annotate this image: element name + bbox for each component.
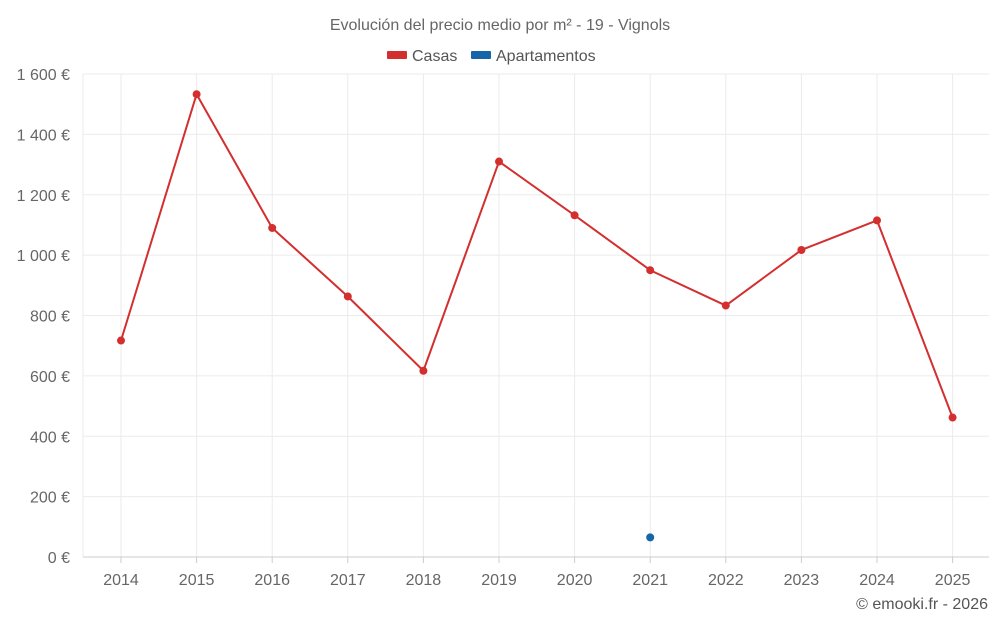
x-tick-label: 2019 xyxy=(481,572,517,589)
data-point-casas xyxy=(646,266,655,275)
legend-swatch-casas xyxy=(387,51,407,59)
legend-swatch-apartamentos xyxy=(471,51,491,59)
data-point-casas xyxy=(873,216,881,225)
legend: Casas Apartamentos xyxy=(387,48,596,65)
credit-watermark: © emooki.fr - 2026 xyxy=(856,596,988,613)
data-point-casas xyxy=(268,223,277,232)
y-tick-label: 1 400 € xyxy=(17,127,70,144)
x-tick-label: 2024 xyxy=(859,572,895,589)
y-tick-label: 1 200 € xyxy=(17,188,70,205)
legend-label-apartamentos: Apartamentos xyxy=(496,48,596,65)
x-tick-label: 2017 xyxy=(330,572,366,589)
x-tick-label: 2018 xyxy=(406,572,442,589)
y-tick-label: 400 € xyxy=(30,429,70,446)
legend-item-casas[interactable]: Casas xyxy=(387,48,457,65)
legend-label-casas: Casas xyxy=(412,48,457,65)
data-point-casas xyxy=(343,292,352,301)
data-point-casas xyxy=(117,336,125,345)
x-tick-label: 2021 xyxy=(632,572,668,589)
axes: 0 € 200 € 400 € 600 € 800 € 1 000 € 1 200 € 1 4… xyxy=(17,67,989,589)
x-tick-label: 2014 xyxy=(103,572,139,589)
legend-item-apartamentos[interactable]: Apartamentos xyxy=(471,48,596,65)
data-point-casas xyxy=(948,413,957,422)
chart-title: Evolución del precio medio por m² - 19 -… xyxy=(330,17,670,34)
y-tick-label: 200 € xyxy=(30,490,70,507)
x-tick-label: 2025 xyxy=(935,572,971,589)
y-tick-label: 1 000 € xyxy=(17,248,70,265)
grid xyxy=(82,73,989,557)
data-point-casas xyxy=(797,245,806,254)
y-tick-label: 1 600 € xyxy=(17,67,70,84)
series xyxy=(117,90,957,542)
data-point-casas xyxy=(721,301,730,310)
x-tick-label: 2022 xyxy=(708,572,744,589)
x-tick-label: 2023 xyxy=(784,572,820,589)
series-line-casas xyxy=(120,93,954,418)
y-tick-label: 600 € xyxy=(30,369,70,386)
data-point-casas xyxy=(570,211,579,220)
data-point-casas xyxy=(192,90,201,99)
data-point-casas xyxy=(495,157,503,166)
y-tick-label: 800 € xyxy=(30,309,70,326)
x-tick-label: 2015 xyxy=(179,572,215,589)
y-tick-label: 0 € xyxy=(48,550,70,567)
x-tick-label: 2020 xyxy=(557,572,593,589)
x-tick-label: 2016 xyxy=(254,572,290,589)
data-point-casas xyxy=(419,366,428,375)
data-point-apartamentos xyxy=(646,533,655,542)
